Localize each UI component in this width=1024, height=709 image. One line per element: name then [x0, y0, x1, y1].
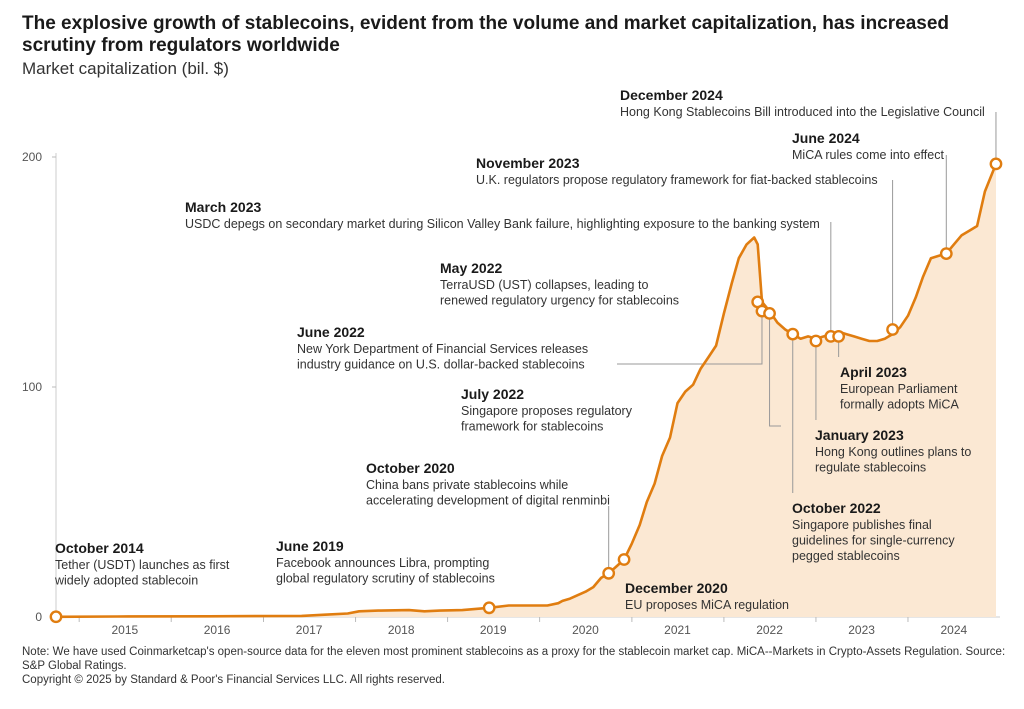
event-description-label: European Parliament — [840, 382, 958, 396]
event-date-label: November 2023 — [476, 155, 580, 171]
event-marker — [939, 247, 953, 261]
x-tick-label: 2021 — [664, 623, 691, 637]
event-date-label: December 2020 — [625, 580, 728, 596]
event-date-label: January 2023 — [815, 427, 904, 443]
event-description-label: pegged stablecoins — [792, 549, 900, 563]
x-tick-label: 2023 — [848, 623, 875, 637]
event-date-label: June 2024 — [792, 130, 860, 146]
y-tick-label: 100 — [22, 380, 42, 394]
y-tick-label: 0 — [35, 610, 42, 624]
x-tick-label: 2019 — [480, 623, 507, 637]
x-tick-label: 2022 — [756, 623, 783, 637]
event-date-label: July 2022 — [461, 386, 524, 402]
footnote: Note: We have used Coinmarketcap's open-… — [22, 645, 1012, 687]
event-date-label: June 2019 — [276, 538, 344, 554]
event-date-label: March 2023 — [185, 199, 261, 215]
event-marker — [786, 327, 800, 341]
event-date-label: June 2022 — [297, 324, 365, 340]
event-description-label: USDC depegs on secondary market during S… — [185, 217, 820, 231]
series-area — [56, 163, 996, 617]
leader-line — [617, 317, 763, 365]
x-tick-label: 2015 — [111, 623, 138, 637]
event-marker — [49, 610, 63, 624]
chart-title: The explosive growth of stablecoins, evi… — [22, 13, 950, 56]
event-description-label: widely adopted stablecoin — [54, 574, 198, 588]
event-marker — [832, 329, 846, 343]
event-date-label: October 2020 — [366, 460, 455, 476]
event-description-label: framework for stablecoins — [461, 420, 603, 434]
x-tick-label: 2020 — [572, 623, 599, 637]
event-date-label: May 2022 — [440, 260, 502, 276]
event-marker — [617, 553, 631, 566]
event-description-label: Hong Kong Stablecoins Bill introduced in… — [620, 105, 985, 119]
event-marker — [602, 566, 616, 580]
leader-line — [769, 319, 781, 427]
chart-subtitle: Market capitalization (bil. $) — [22, 59, 229, 78]
event-description-label: New York Department of Financial Service… — [297, 342, 588, 356]
event-description-label: renewed regulatory urgency for stablecoi… — [440, 294, 679, 308]
event-description-label: EU proposes MiCA regulation — [625, 598, 789, 612]
event-description-label: guidelines for single-currency — [792, 534, 955, 548]
event-marker — [763, 306, 776, 320]
event-description-label: Hong Kong outlines plans to — [815, 445, 971, 459]
event-date-label: October 2014 — [55, 540, 144, 556]
event-date-label: April 2023 — [840, 364, 907, 380]
x-tick-label: 2024 — [941, 623, 968, 637]
event-description-label: China bans private stablecoins while — [366, 478, 568, 492]
event-description-label: TerraUSD (UST) collapses, leading to — [440, 278, 648, 292]
event-description-label: accelerating development of digital renm… — [366, 494, 610, 508]
event-marker — [809, 334, 823, 348]
area-chart: 0 100 200 2015 2016 2017 2018 2019 2020 2021 2022 2… — [22, 87, 1003, 637]
event-description-label: formally adopts MiCA — [840, 398, 959, 412]
event-date-label: December 2024 — [620, 87, 723, 103]
event-description-label: Facebook announces Libra, prompting — [276, 556, 489, 570]
event-description-label: global regulatory scrutiny of stablecoin… — [276, 572, 495, 586]
event-marker — [886, 323, 899, 336]
event-description-label: regulate stablecoins — [815, 461, 926, 475]
event-description-label: U.K. regulators propose regulatory frame… — [476, 173, 878, 187]
event-description-label: Singapore publishes final — [792, 518, 932, 532]
event-description-label: Tether (USDT) launches as first — [55, 558, 230, 572]
x-tick-label: 2017 — [296, 623, 323, 637]
event-description-label: MiCA rules come into effect — [792, 148, 944, 162]
x-tick-label: 2016 — [204, 623, 231, 637]
event-marker — [482, 601, 496, 615]
event-date-label: October 2022 — [792, 500, 881, 516]
event-description-label: Singapore proposes regulatory — [461, 404, 633, 418]
x-tick-label: 2018 — [388, 623, 415, 637]
footnote-copyright: Copyright © 2025 by Standard & Poor's Fi… — [22, 674, 445, 686]
y-tick-label: 200 — [22, 150, 42, 164]
event-marker — [989, 157, 1003, 171]
event-description-label: industry guidance on U.S. dollar-backed … — [297, 358, 585, 372]
footnote-note: Note: We have used Coinmarketcap's open-… — [22, 646, 1006, 672]
